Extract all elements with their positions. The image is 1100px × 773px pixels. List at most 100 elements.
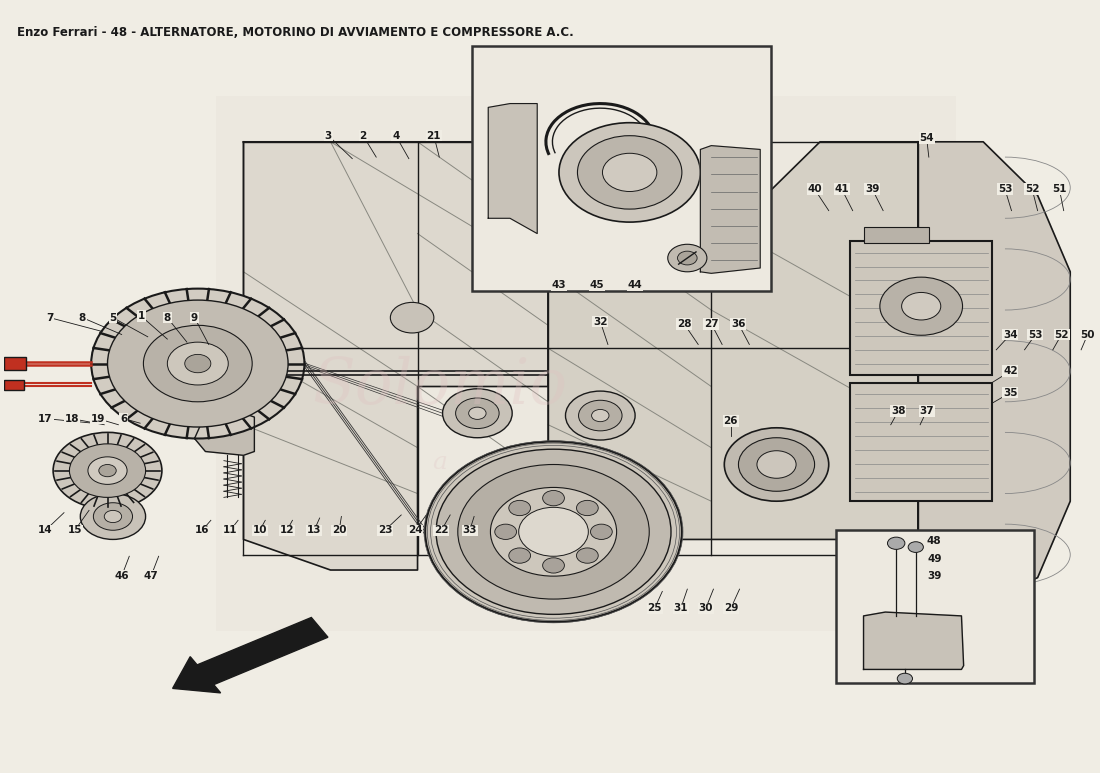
Circle shape [509,500,530,516]
Text: 39: 39 [927,571,942,581]
Text: 7: 7 [46,313,54,322]
Text: Enzo Ferrari - 48 - ALTERNATORE, MOTORINO DI AVVIAMENTO E COMPRESSORE A.C.: Enzo Ferrari - 48 - ALTERNATORE, MOTORIN… [18,26,574,39]
Text: 13: 13 [307,526,321,535]
Text: 21: 21 [427,131,441,141]
Text: 28: 28 [676,318,691,329]
Circle shape [426,441,682,622]
Text: 9: 9 [191,313,198,322]
Circle shape [458,465,649,599]
Text: 23: 23 [377,526,393,535]
Circle shape [591,524,613,540]
Polygon shape [488,104,537,233]
Text: 48: 48 [927,536,942,546]
Circle shape [69,444,145,497]
Text: 8: 8 [79,313,86,322]
Circle shape [678,251,697,265]
FancyArrow shape [173,618,328,693]
FancyBboxPatch shape [4,4,1092,769]
Circle shape [167,342,229,385]
Circle shape [491,488,617,576]
Circle shape [565,391,635,440]
Polygon shape [548,141,917,540]
Polygon shape [864,612,964,669]
Text: 20: 20 [332,526,346,535]
Circle shape [579,400,623,431]
Circle shape [80,493,145,540]
Circle shape [108,300,288,427]
Text: 42: 42 [1003,366,1018,376]
FancyBboxPatch shape [850,383,992,501]
Text: 50: 50 [1080,329,1094,339]
Circle shape [724,427,828,501]
Circle shape [603,153,657,192]
Text: 51: 51 [1052,184,1067,194]
Text: 53: 53 [998,184,1012,194]
Circle shape [390,302,433,333]
Text: 18: 18 [65,414,79,424]
Text: 35: 35 [1003,387,1018,397]
Text: 17: 17 [39,414,53,424]
Circle shape [455,398,499,428]
Text: 26: 26 [724,416,738,426]
Text: 11: 11 [223,526,238,535]
Circle shape [592,410,609,422]
Text: 14: 14 [39,526,53,535]
Circle shape [576,500,598,516]
Circle shape [88,457,128,485]
Text: 4: 4 [392,131,399,141]
Text: 31: 31 [673,603,688,613]
Text: 39: 39 [865,184,879,194]
Text: 53: 53 [1028,329,1043,339]
Circle shape [519,507,588,557]
Text: 38: 38 [891,406,905,416]
Text: 1: 1 [138,312,145,321]
Text: 37: 37 [920,406,934,416]
Circle shape [576,548,598,564]
Text: 54: 54 [920,133,934,143]
Circle shape [495,524,517,540]
Text: 52: 52 [1054,329,1069,339]
Text: 8: 8 [164,313,170,322]
Polygon shape [243,141,548,570]
Text: a: a [432,451,447,475]
Text: 52: 52 [1025,184,1040,194]
Text: 2: 2 [360,131,366,141]
Circle shape [509,548,530,564]
Text: 41: 41 [835,184,849,194]
Text: 5: 5 [109,313,117,322]
Circle shape [104,510,122,523]
Circle shape [757,451,796,478]
Text: 12: 12 [279,526,295,535]
Circle shape [436,449,671,615]
Text: 22: 22 [434,526,449,535]
Circle shape [185,354,211,373]
Text: 34: 34 [1003,329,1018,339]
Polygon shape [701,145,760,274]
Text: 3: 3 [324,131,332,141]
Circle shape [94,502,132,530]
Circle shape [442,389,513,438]
Circle shape [738,438,815,492]
Text: 16: 16 [195,526,209,535]
Text: 30: 30 [698,603,713,613]
Text: 25: 25 [648,603,662,613]
Circle shape [909,542,923,553]
Text: 36: 36 [732,318,746,329]
Circle shape [559,123,701,222]
FancyBboxPatch shape [864,227,928,243]
Circle shape [902,292,940,320]
Polygon shape [917,141,1070,601]
Circle shape [469,407,486,420]
Circle shape [880,278,962,335]
Polygon shape [195,414,254,455]
Text: 10: 10 [253,526,267,535]
Text: 45: 45 [590,280,604,290]
Text: 15: 15 [67,526,82,535]
Circle shape [668,244,707,272]
Circle shape [53,432,162,509]
Bar [4,357,26,369]
FancyBboxPatch shape [217,96,956,632]
Circle shape [888,537,905,550]
Text: 43: 43 [551,280,566,290]
FancyBboxPatch shape [850,241,992,375]
